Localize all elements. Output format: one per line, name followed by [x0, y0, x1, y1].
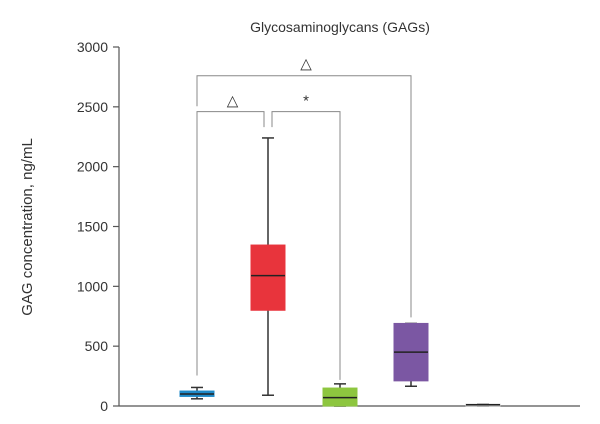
- significance-label-3: △: [300, 56, 312, 73]
- axes: 0 500 1000 1500 2000 2500 3000: [77, 39, 580, 414]
- y-tick-label-500: 500: [85, 338, 109, 354]
- significance-label-1: △: [227, 93, 239, 110]
- box-group-2: [250, 137, 286, 396]
- boxes: [179, 137, 501, 407]
- box-group-4: [393, 322, 429, 388]
- y-tick-label-2500: 2500: [77, 99, 108, 115]
- y-tick-label-0: 0: [100, 398, 108, 414]
- box-group-1: [179, 386, 215, 400]
- significance-label-2: *: [303, 93, 309, 110]
- y-tick-label-3000: 3000: [77, 39, 108, 55]
- y-tick-label-1500: 1500: [77, 219, 108, 235]
- y-tick-label-1000: 1000: [77, 278, 108, 294]
- box-group-5: [465, 403, 501, 407]
- y-axis-label: GAG concentration, ng/mL: [19, 138, 36, 316]
- box-iqr: [250, 244, 286, 311]
- chart-title: Glycosaminoglycans (GAGs): [250, 19, 430, 35]
- y-tick-label-2000: 2000: [77, 159, 108, 175]
- significance-brackets: △ * △: [196, 56, 412, 380]
- bracket-left-path: [196, 111, 265, 376]
- box-group-3: [322, 383, 358, 407]
- bracket-top-path: [196, 75, 412, 318]
- bracket-right-path: [271, 111, 341, 380]
